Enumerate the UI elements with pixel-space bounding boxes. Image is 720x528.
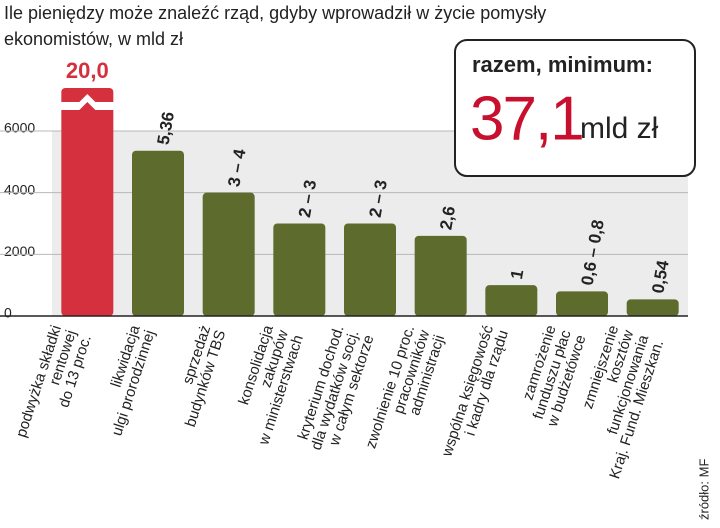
value-label: 20,0 bbox=[66, 58, 109, 83]
value-label: 2,6 bbox=[436, 205, 459, 232]
summary-value: 37,1 bbox=[470, 84, 583, 153]
bar bbox=[414, 235, 467, 316]
source: źródło: MF bbox=[696, 459, 711, 520]
y-tick-label: 4000 bbox=[4, 181, 35, 197]
bar bbox=[132, 150, 184, 316]
y-tick-label: 0 bbox=[4, 305, 12, 321]
bar bbox=[202, 192, 255, 316]
x-tick-label: zamrożeniefunduszu płacw budżetówce bbox=[514, 323, 590, 430]
summary-box bbox=[454, 39, 696, 177]
x-tick-label: wspólna księgowośći kadry dla rządu bbox=[438, 323, 512, 465]
bar bbox=[273, 223, 326, 316]
axis-break bbox=[60, 94, 115, 110]
summary-unit: mld zł bbox=[580, 112, 659, 145]
x-tick-label: sprzedażbudynków TBS bbox=[167, 323, 229, 429]
bar bbox=[344, 223, 396, 316]
summary-label: razem, minimum: bbox=[472, 52, 653, 77]
y-tick-label: 6000 bbox=[4, 120, 35, 136]
bar bbox=[485, 285, 538, 316]
bar bbox=[61, 88, 114, 316]
chart-title: Ile pieniędzy może znaleźć rząd, gdyby w… bbox=[4, 3, 546, 23]
x-tick-label: konsolidacjazakupóww ministerstwach bbox=[225, 323, 307, 448]
bar bbox=[626, 299, 679, 316]
value-label: 1 bbox=[507, 268, 527, 281]
x-tick-label: likwidacjaulgi prorodzinnej bbox=[93, 323, 158, 438]
y-tick-label: 2000 bbox=[4, 243, 35, 259]
x-tick-label: podwyżka składkirentowejdo 13 proc. bbox=[13, 323, 95, 449]
chart-title: ekonomistów, w mld zł bbox=[4, 29, 183, 49]
bar bbox=[556, 291, 608, 316]
